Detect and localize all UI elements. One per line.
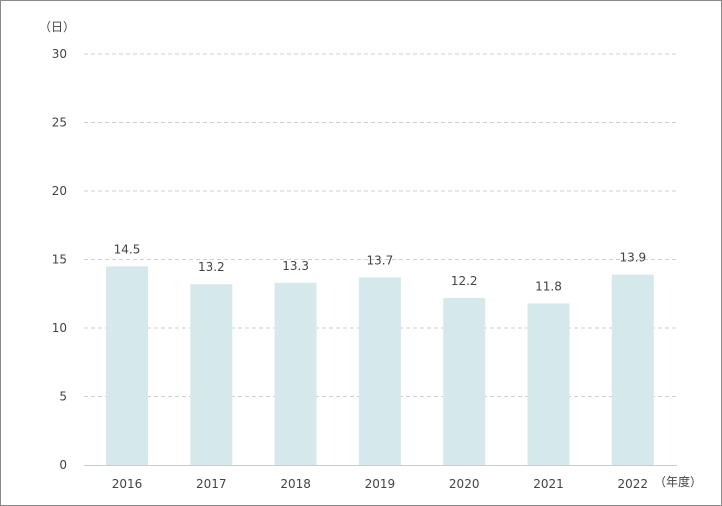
- x-tick-label-2018: 2018: [280, 477, 311, 491]
- y-tick-label: 30: [52, 47, 67, 61]
- bar-2019: [358, 277, 401, 465]
- y-axis-unit-label: （日）: [39, 20, 75, 34]
- x-tick-label-2017: 2017: [196, 477, 227, 491]
- y-tick-label: 15: [52, 253, 67, 267]
- bar-2022: [611, 274, 654, 465]
- x-tick-label-2021: 2021: [533, 477, 564, 491]
- data-label-2019: 13.7: [367, 253, 394, 267]
- y-tick-label: 20: [52, 184, 67, 198]
- x-tick-label-2022: 2022: [618, 477, 649, 491]
- bar-2020: [443, 297, 486, 465]
- bar-2017: [190, 284, 233, 465]
- y-tick-label: 25: [52, 116, 67, 130]
- data-label-2018: 13.3: [282, 259, 309, 273]
- data-label-2017: 13.2: [198, 260, 225, 274]
- bar-2018: [274, 282, 317, 465]
- y-tick-label: 10: [52, 321, 67, 335]
- data-label-2020: 12.2: [451, 274, 478, 288]
- labels: 0 5 10 15 20 25 30 14.5 2016 13.2 2017 13.3 2018 13.7…: [52, 47, 648, 491]
- data-label-2021: 11.8: [535, 279, 562, 293]
- bars: [106, 266, 654, 465]
- x-tick-label-2016: 2016: [112, 477, 143, 491]
- y-tick-label: 5: [59, 390, 67, 404]
- bar-2016: [106, 266, 148, 465]
- y-tick-label: 0: [59, 458, 67, 472]
- data-label-2016: 14.5: [114, 242, 141, 256]
- data-label-2022: 13.9: [619, 251, 646, 265]
- x-tick-label-2020: 2020: [449, 477, 480, 491]
- bar-2021: [527, 303, 570, 465]
- x-axis-unit-label: （年度）: [654, 474, 702, 489]
- x-tick-label-2019: 2019: [365, 477, 396, 491]
